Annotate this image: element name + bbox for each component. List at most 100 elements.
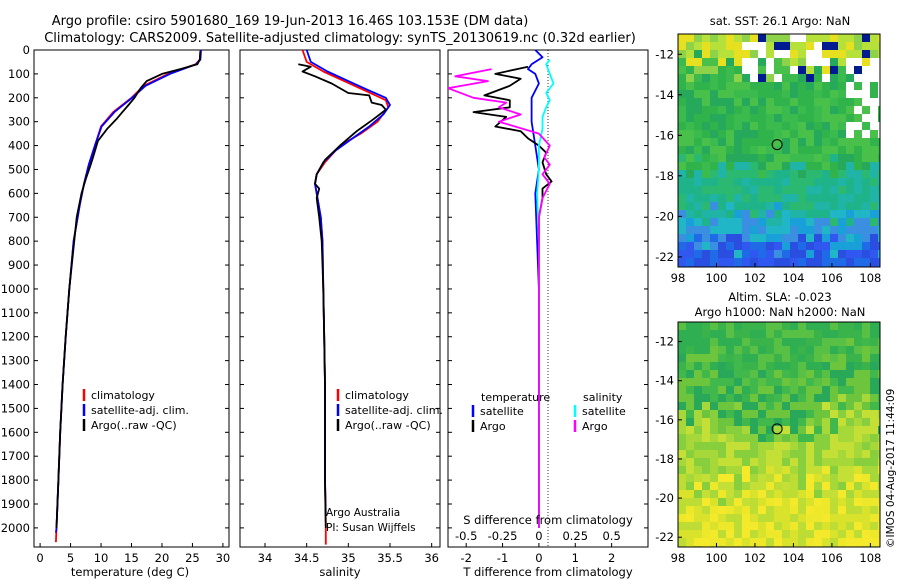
sst-map-cell [790, 242, 798, 250]
sla-map-cell [742, 386, 750, 394]
sla-map-cell [750, 410, 758, 418]
sst-map-cell [726, 178, 734, 186]
sla-map-cell [846, 442, 854, 450]
sst-map-cell [750, 186, 758, 194]
sla-map-cell [838, 530, 846, 538]
sla-map-subtitle: Argo h1000: NaN h2000: NaN [695, 305, 866, 319]
sla-map-cell [678, 362, 686, 370]
sla-map-cell [726, 426, 734, 434]
depth-tick-label: 1500 [1, 401, 30, 415]
sla-map-cell [742, 530, 750, 538]
sla-map-cell [846, 482, 854, 490]
sst-map-cell [758, 106, 766, 114]
sla-map-cell [814, 506, 822, 514]
sla-map-cell [774, 386, 782, 394]
sst-map-cell [846, 42, 854, 50]
sla-map-cell [702, 514, 710, 522]
depth-tick-label: 1300 [1, 354, 30, 368]
sst-map-cell [766, 178, 774, 186]
sst-map-cell [830, 154, 838, 162]
sla-map-cell [782, 346, 790, 354]
sst-map-cell [814, 114, 822, 122]
sst-map-cell [862, 130, 870, 138]
sla-map-cell [806, 538, 814, 546]
sla-map-cell [774, 458, 782, 466]
sla-map-cell [806, 354, 814, 362]
sla-map-cell [750, 354, 758, 362]
sst-map-cell [790, 146, 798, 154]
sla-map-cell [806, 530, 814, 538]
sla-map-cell [766, 394, 774, 402]
sla-map-cell [750, 426, 758, 434]
sst-map-cell [742, 58, 750, 66]
sla-map-cell [710, 394, 718, 402]
sst-map-cell [830, 66, 838, 74]
sst-map-cell [798, 210, 806, 218]
sla-map-cell [806, 458, 814, 466]
sst-map-cell [798, 146, 806, 154]
sla-map-cell [822, 346, 830, 354]
sla-map-cell [678, 482, 686, 490]
sla-map-cell [774, 346, 782, 354]
sst-map-cell [734, 202, 742, 210]
sst-map-cell [854, 234, 862, 242]
sla-map-cell [718, 402, 726, 410]
sla-map-cell [838, 330, 846, 338]
sst-map-cell [742, 154, 750, 162]
sla-lat-tick-label: -22 [655, 530, 674, 544]
sla-map-cell [790, 354, 798, 362]
sla-map-cell [750, 346, 758, 354]
sla-map-cell [710, 458, 718, 466]
sst-map-cell [702, 50, 710, 58]
sla-map-cell [750, 322, 758, 330]
sst-map-cell [718, 154, 726, 162]
sla-map-cell [806, 490, 814, 498]
sla-map-cell [678, 410, 686, 418]
sla-map-cell [814, 362, 822, 370]
sla-map-cell [814, 394, 822, 402]
sst-map-cell [694, 122, 702, 130]
sst-map-cell [806, 210, 814, 218]
sst-map-cell [814, 74, 822, 82]
sst-map-cell [790, 210, 798, 218]
sla-map-cell [694, 498, 702, 506]
sst-map-cell [870, 74, 878, 82]
sla-map-cell [878, 442, 880, 450]
sla-map-cell [758, 514, 766, 522]
sla-map-cell [750, 442, 758, 450]
sla-map-cell [678, 394, 686, 402]
sla-map-cell [846, 426, 854, 434]
sla-map-cell [798, 330, 806, 338]
sst-map-cell [830, 210, 838, 218]
sst-map-cell [790, 258, 798, 266]
sla-map-cell [750, 506, 758, 514]
sst-map-cell [854, 106, 862, 114]
sst-map-cell [870, 250, 878, 258]
sst-map-cell [814, 242, 822, 250]
sst-map-cell [782, 170, 790, 178]
sla-map-cell [830, 426, 838, 434]
sst-map-cell [694, 178, 702, 186]
sla-map-cell [822, 386, 830, 394]
sla-map-cell [710, 538, 718, 546]
sst-map-cell [734, 82, 742, 90]
sst-map-cell [862, 66, 870, 74]
sla-map-cell [830, 522, 838, 530]
sla-map-cell [862, 410, 870, 418]
sst-map-cell [694, 258, 702, 266]
sst-map-cell [838, 234, 846, 242]
sst-map-cell [758, 202, 766, 210]
depth-tick-label: 500 [8, 162, 30, 176]
sst-map-cell [686, 50, 694, 58]
sla-map-cell [750, 434, 758, 442]
sla-map-cell [830, 410, 838, 418]
sla-map-cell [878, 410, 880, 418]
sst-map-cell [814, 138, 822, 146]
sst-map-cell [742, 122, 750, 130]
sst-map-cell [742, 74, 750, 82]
sla-map-cell [830, 458, 838, 466]
temperature-panel: 0 5 10 15 20 25 300100200300400500600700800900… [1, 43, 231, 579]
sst-lon-tick-label: 108 [859, 271, 881, 285]
sla-lat-tick-label: -18 [655, 452, 674, 466]
